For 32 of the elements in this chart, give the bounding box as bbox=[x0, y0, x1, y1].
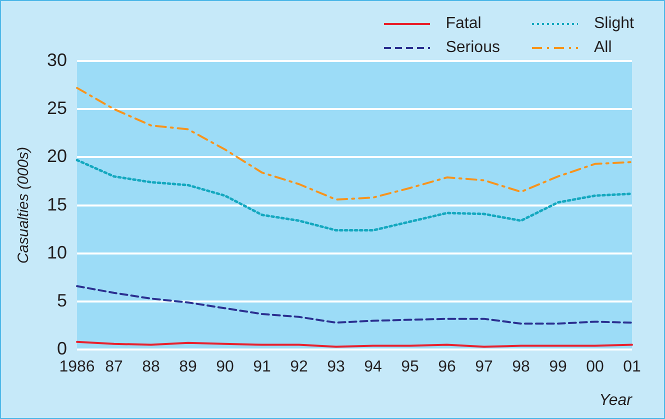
x-tick-label: 91 bbox=[253, 358, 272, 376]
legend-label: All bbox=[594, 39, 612, 57]
legend-label: Fatal bbox=[446, 15, 482, 33]
line-series bbox=[76, 285, 633, 325]
line-series bbox=[76, 158, 634, 232]
y-tick-label: 5 bbox=[57, 290, 68, 310]
x-tick-label: 96 bbox=[438, 358, 456, 376]
x-tick-label: 97 bbox=[475, 358, 494, 376]
x-tick-label: 92 bbox=[290, 358, 308, 376]
x-tick-label: 87 bbox=[105, 358, 124, 376]
x-tick-label: 01 bbox=[623, 358, 641, 376]
y-tick-label: 10 bbox=[46, 242, 68, 262]
x-tick-label: 00 bbox=[586, 358, 604, 376]
legend-label: Serious bbox=[446, 39, 500, 57]
x-tick-label: 95 bbox=[401, 358, 420, 376]
legend-label: Slight bbox=[594, 15, 634, 33]
line-series bbox=[76, 86, 633, 201]
y-tick-label: 25 bbox=[46, 98, 68, 118]
x-tick-label: 89 bbox=[179, 358, 198, 376]
y-axis-title: Casualties (000s) bbox=[15, 146, 32, 264]
x-tick-label: 88 bbox=[142, 358, 160, 376]
x-tick-label: 93 bbox=[327, 358, 346, 376]
y-tick-label: 15 bbox=[46, 194, 68, 214]
y-tick-label: 20 bbox=[46, 146, 68, 166]
y-tick-label: 30 bbox=[46, 50, 68, 70]
x-tick-label: 98 bbox=[512, 358, 530, 376]
x-tick-label: 99 bbox=[549, 358, 568, 376]
x-axis-title: Year bbox=[599, 392, 633, 409]
x-tick-label: 94 bbox=[364, 358, 382, 376]
y-tick-label: 0 bbox=[57, 338, 68, 359]
x-tick-label: 1986 bbox=[59, 358, 95, 376]
x-tick-label: 90 bbox=[216, 358, 234, 376]
